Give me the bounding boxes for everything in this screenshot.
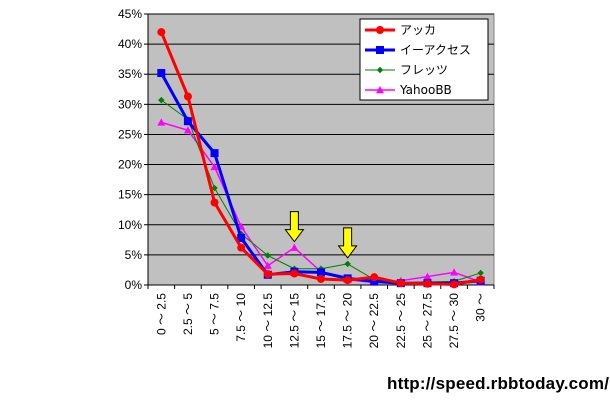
data-point bbox=[183, 126, 192, 134]
y-axis: 0% 5% 10% 15% 20% 25% 30% 35% 40% 45% bbox=[118, 7, 149, 292]
x-tick-label: 20 ～ 22.5 bbox=[367, 293, 381, 349]
x-tick-label: 0 ～ 2.5 bbox=[154, 293, 168, 335]
data-point bbox=[290, 243, 299, 251]
data-point bbox=[317, 274, 325, 283]
data-point bbox=[157, 69, 166, 78]
x-tick-label: 17.5 ～ 20 bbox=[341, 293, 355, 349]
legend-label: アッカ bbox=[400, 23, 436, 37]
y-tick-label: 25% bbox=[118, 127, 142, 141]
data-point bbox=[211, 184, 218, 192]
data-point bbox=[157, 28, 166, 37]
data-point bbox=[210, 162, 219, 171]
data-point bbox=[376, 86, 384, 94]
data-point bbox=[376, 46, 384, 54]
y-tick-label: 0% bbox=[125, 278, 143, 292]
data-point bbox=[450, 268, 459, 276]
x-tick-label: 27.5 ～ 30 bbox=[447, 293, 461, 349]
y-tick-label: 5% bbox=[125, 248, 143, 262]
x-tick-label: 15 ～ 17.5 bbox=[314, 293, 328, 349]
legend-entry: フレッツ bbox=[365, 63, 448, 77]
source-url: http://speed.rbbtoday.com/ bbox=[387, 374, 610, 393]
y-tick-label: 45% bbox=[118, 7, 142, 21]
data-point bbox=[370, 273, 379, 282]
y-tick-label: 40% bbox=[118, 37, 142, 51]
x-tick-label: 2.5 ～ 5 bbox=[181, 293, 195, 335]
data-point bbox=[158, 96, 165, 104]
y-tick-label: 30% bbox=[118, 97, 142, 111]
data-point bbox=[183, 117, 192, 126]
series-アッカ bbox=[157, 28, 485, 289]
data-point bbox=[477, 269, 484, 277]
legend-label: イーアクセス bbox=[400, 43, 471, 57]
x-tick-label: 5 ～ 7.5 bbox=[208, 293, 222, 335]
data-point bbox=[290, 269, 299, 278]
legend-label: フレッツ bbox=[400, 63, 448, 77]
y-tick-label: 20% bbox=[118, 158, 142, 172]
arrow-annotation bbox=[337, 227, 358, 259]
data-point bbox=[317, 268, 325, 277]
data-point bbox=[376, 26, 384, 34]
arrow-annotation bbox=[284, 211, 305, 243]
data-point bbox=[263, 270, 272, 279]
data-point bbox=[157, 118, 166, 126]
data-point bbox=[343, 276, 352, 285]
data-point bbox=[376, 66, 384, 74]
x-tick-label: 7.5 ～ 10 bbox=[234, 293, 248, 342]
x-tick-label: 30 ～ bbox=[474, 293, 488, 322]
legend-entry: アッカ bbox=[365, 23, 436, 37]
data-point bbox=[210, 198, 219, 207]
data-point bbox=[476, 275, 485, 284]
legend-label: YahooBB bbox=[399, 83, 452, 97]
x-tick-label: 22.5 ～ 25 bbox=[394, 293, 408, 349]
data-point bbox=[344, 260, 351, 268]
data-point bbox=[264, 252, 271, 259]
data-point bbox=[396, 279, 405, 288]
y-tick-label: 10% bbox=[118, 218, 142, 232]
x-tick-label: 10 ～ 12.5 bbox=[261, 293, 275, 349]
data-point bbox=[450, 280, 459, 289]
data-point bbox=[423, 279, 432, 288]
data-point bbox=[210, 149, 219, 158]
x-tick-label: 25 ～ 27.5 bbox=[420, 293, 434, 349]
data-point bbox=[237, 234, 246, 243]
x-axis: 0 ～ 2.5 2.5 ～ 5 5 ～ 7.5 7.5 ～ 10 10 ～ 12.5 12… bbox=[147, 284, 495, 349]
legend-entry: YahooBB bbox=[365, 83, 452, 97]
data-point bbox=[423, 272, 432, 280]
data-point bbox=[183, 92, 192, 101]
series-group bbox=[157, 28, 485, 289]
legend-entry: イーアクセス bbox=[365, 43, 471, 57]
y-tick-label: 15% bbox=[118, 188, 142, 202]
data-point bbox=[237, 243, 246, 252]
data-point bbox=[370, 277, 379, 286]
annotations bbox=[284, 211, 358, 259]
data-point bbox=[263, 261, 272, 269]
y-tick-label: 35% bbox=[118, 67, 142, 81]
x-tick-label: 12.5 ～ 15 bbox=[287, 293, 301, 349]
